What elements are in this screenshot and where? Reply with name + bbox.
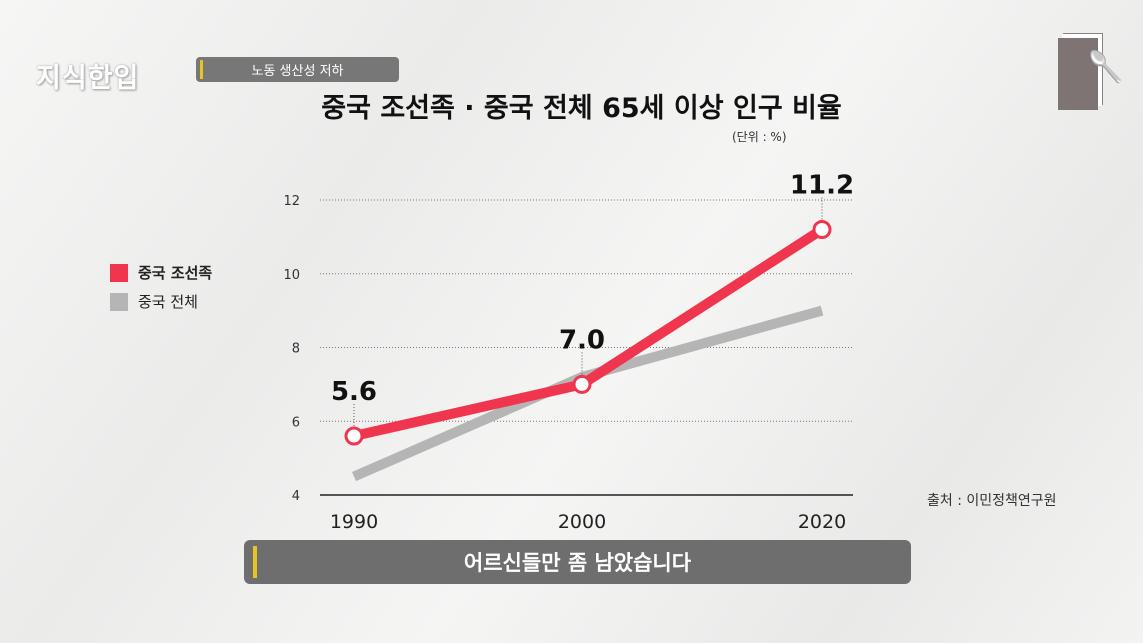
book-icon (1058, 38, 1098, 110)
legend-swatch (110, 263, 128, 282)
legend-item-gray: 중국 전체 (110, 291, 212, 312)
y-tick-label: 4 (292, 489, 300, 504)
x-tick-label: 1990 (330, 511, 378, 533)
unit-label: (단위 : %) (732, 130, 787, 144)
legend-swatch (110, 292, 128, 311)
y-tick-label: 6 (292, 415, 300, 430)
legend-item-red: 중국 조선족 (110, 262, 212, 283)
data-label: 7.0 (559, 325, 605, 355)
spoon-icon: 🥄 (1087, 50, 1125, 85)
legend-label: 중국 전체 (138, 293, 198, 311)
legend-label: 중국 조선족 (138, 264, 213, 282)
data-label: 11.2 (790, 171, 854, 201)
subtitle-caption: 어르신들만 좀 남았습니다 (244, 540, 911, 584)
y-tick-label: 10 (283, 268, 300, 283)
source-note: 출처 : 이민정책연구원 (927, 493, 1057, 509)
data-label: 5.6 (331, 377, 377, 407)
y-tick-label: 12 (283, 194, 300, 209)
x-tick-label: 2000 (558, 511, 606, 533)
channel-logo: 지식한입 (36, 63, 140, 94)
y-tick-label: 8 (292, 342, 300, 357)
data-point (812, 220, 832, 239)
topic-tag: 노동 생산성 저하 (196, 57, 399, 82)
data-point (344, 426, 364, 446)
legend: 중국 조선족 중국 전체 (110, 262, 212, 320)
x-tick-label: 2020 (798, 511, 846, 533)
data-point (572, 374, 592, 394)
chart-title: 중국 조선족 · 중국 전체 65세 이상 인구 비율 (321, 93, 842, 124)
